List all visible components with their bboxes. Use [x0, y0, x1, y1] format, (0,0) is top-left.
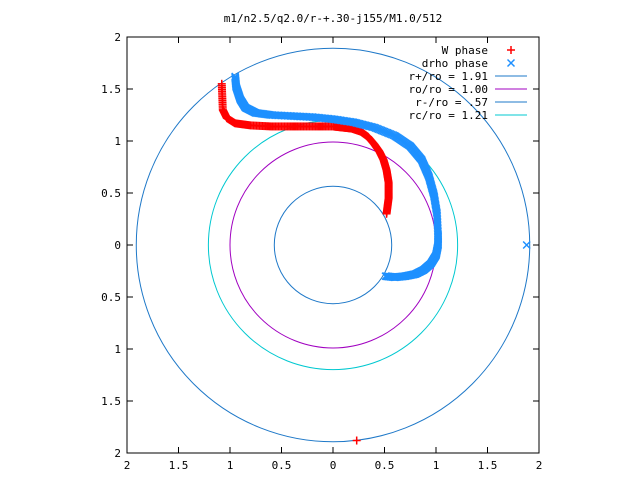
legend-label: W phase	[442, 44, 488, 57]
legend-label: drho phase	[422, 57, 488, 70]
x-tick-label: 1.5	[478, 459, 498, 472]
x-tick-label: 2	[124, 459, 131, 472]
legend-label: ro/ro = 1.00	[409, 83, 488, 96]
drho-phase-point	[381, 272, 390, 281]
y-tick-label: 2	[114, 31, 121, 44]
x-tick-label: 0.5	[272, 459, 292, 472]
y-tick-label: 2	[114, 447, 121, 460]
legend-label: rc/ro = 1.21	[409, 109, 488, 122]
circle-r	[135, 47, 531, 443]
legend-label: r-/ro = .57	[415, 96, 488, 109]
y-tick-label: 0.5	[101, 187, 121, 200]
circle-r	[273, 185, 393, 305]
y-tick-label: 0	[114, 239, 121, 252]
w-phase-point	[352, 436, 361, 445]
x-tick-label: 0	[330, 459, 337, 472]
y-tick-label: 0.5	[101, 291, 121, 304]
x-axis-ticks: 2 1.5 1 0.5 0 0.5 1 1.5 2	[124, 37, 543, 472]
y-tick-label: 1	[114, 135, 121, 148]
w-phase-point	[217, 79, 226, 88]
x-tick-label: 1	[433, 459, 440, 472]
circle-ro	[229, 141, 437, 349]
ring-curves	[135, 47, 531, 443]
x-tick-label: 2	[536, 459, 543, 472]
y-tick-label: 1.5	[101, 395, 121, 408]
x-tick-label: 1	[227, 459, 234, 472]
x-tick-label: 0.5	[375, 459, 395, 472]
legend-marker	[506, 58, 516, 68]
y-tick-label: 1	[114, 343, 121, 356]
chart-title: m1/n2.5/q2.0/r-+.30-j155/M1.0/512	[224, 12, 443, 25]
y-tick-label: 1.5	[101, 83, 121, 96]
legend-marker	[507, 46, 515, 54]
legend-label: r+/ro = 1.91	[409, 70, 488, 83]
x-tick-label: 1.5	[169, 459, 189, 472]
phase-points	[217, 72, 531, 445]
drho-phase-point	[522, 240, 531, 250]
y-axis-ticks: 2 1.5 1 0.5 0 0.5 1 1.5 2	[101, 31, 539, 460]
